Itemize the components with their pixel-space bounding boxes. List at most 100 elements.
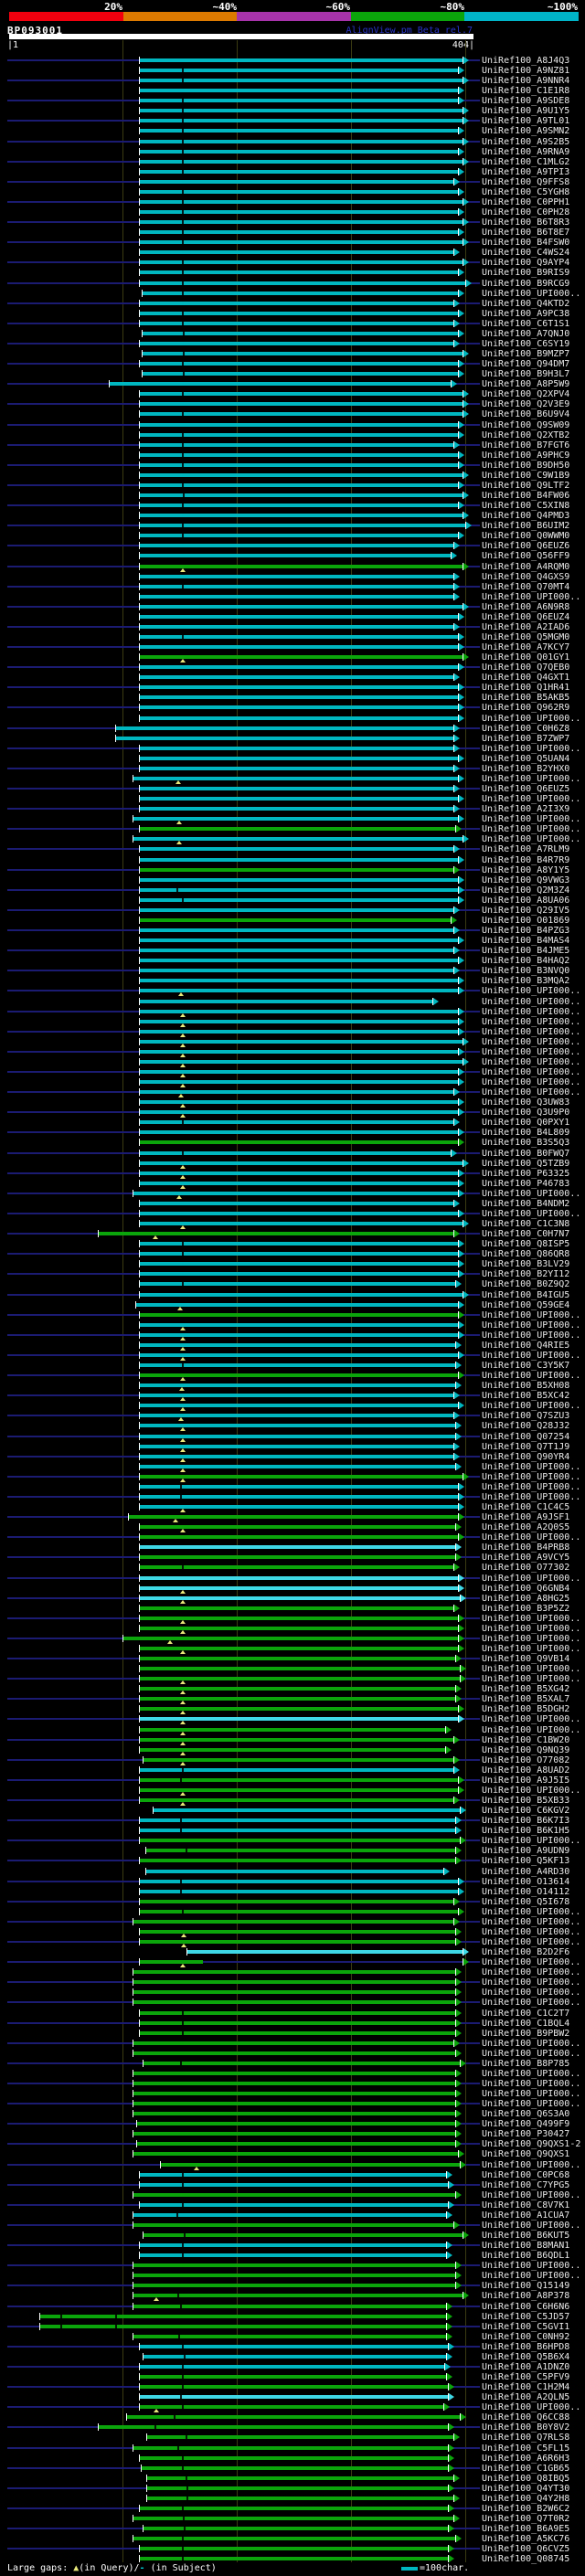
row-label: UniRef100_UPI000.. <box>482 1988 581 1998</box>
bar-start-tick <box>139 1827 140 1834</box>
arrowhead-edge <box>455 1978 456 1986</box>
alignment-bar <box>133 2284 456 2287</box>
bar-start-tick <box>139 1463 140 1470</box>
arrowhead-edge <box>453 1797 454 1804</box>
alignment-row: UniRef100_A8J4Q3 <box>0 55 585 66</box>
arrowhead-edge <box>453 1564 454 1571</box>
row-label: UniRef100_Q5MGM0 <box>482 632 570 642</box>
alignment-bar <box>140 2243 447 2247</box>
alignment-bar <box>140 1606 454 1610</box>
alignment-bar <box>140 220 463 224</box>
row-label: UniRef100_B9H3L7 <box>482 369 570 379</box>
alignment-bar <box>140 1182 459 1185</box>
row-label: UniRef100_B0Y8V2 <box>482 2422 570 2433</box>
bar-start-tick <box>139 300 140 307</box>
alignment-row: UniRef100_B2YHX0 <box>0 763 585 774</box>
row-label: UniRef100_Q6CC88 <box>482 2412 570 2422</box>
bar-start-tick <box>139 684 140 691</box>
alignment-row: UniRef100_C6H6N6 <box>0 2301 585 2312</box>
bar-start-tick <box>139 1888 140 1895</box>
alignment-row: UniRef100_UPI000.. <box>0 1663 585 1674</box>
alignment-row: UniRef100_B4MAS4 <box>0 935 585 946</box>
subject-gap-marker <box>176 888 178 892</box>
row-label: UniRef100_Q90YR4 <box>482 1452 570 1462</box>
alignment-bar <box>140 2557 449 2560</box>
row-label: UniRef100_B5XC42 <box>482 1391 570 1401</box>
arrowhead-edge <box>453 765 454 772</box>
alignment-bar <box>133 1980 456 1984</box>
bar-start-tick <box>139 876 140 884</box>
bar-start-tick <box>139 148 140 155</box>
arrowhead-edge <box>453 906 454 914</box>
arrowhead-icon <box>456 2070 462 2077</box>
alignment-bar <box>123 1637 459 1640</box>
bar-start-tick <box>139 1422 140 1429</box>
alignment-bar <box>140 1120 454 1124</box>
alignment-bar <box>143 372 459 376</box>
alignment-bar <box>40 2325 447 2328</box>
arrowhead-edge <box>458 421 459 429</box>
query-gap-icon <box>180 1023 186 1027</box>
app-title: AlignView.pm Beta rel.7 <box>346 26 473 36</box>
bar-start-tick <box>139 694 140 701</box>
arrowhead-edge <box>465 280 466 287</box>
bar-start-tick <box>139 1585 140 1592</box>
query-gap-icon <box>178 1417 184 1421</box>
alignment-bar <box>140 483 459 487</box>
row-label: UniRef100_A8J4Q3 <box>482 56 570 66</box>
scale-label-20pct: 20% <box>104 1 122 13</box>
alignment-row: UniRef100_Q7RLS8 <box>0 2432 585 2443</box>
query-gap-icon <box>179 1387 185 1391</box>
alignment-bar <box>140 969 454 972</box>
arrowhead-icon <box>459 633 464 641</box>
arrowhead-icon <box>454 1118 460 1126</box>
row-label: UniRef100_B4PRB8 <box>482 1542 570 1553</box>
alignment-bar <box>140 463 459 467</box>
bar-start-tick <box>142 290 143 297</box>
bar-start-tick <box>139 1352 140 1359</box>
alignment-row: UniRef100_B6KUT5 <box>0 2230 585 2241</box>
row-label: UniRef100_B8P785 <box>482 2059 570 2069</box>
arrowhead-edge <box>446 2252 447 2259</box>
row-label: UniRef100_UPI000.. <box>482 1492 581 1502</box>
row-label: UniRef100_B6UIM2 <box>482 521 570 531</box>
alignment-row: UniRef100_UPI000.. <box>0 713 585 724</box>
row-label: UniRef100_Q7QEB0 <box>482 663 570 673</box>
arrowhead-icon <box>454 593 460 600</box>
arrowhead-edge <box>453 178 454 186</box>
row-label: UniRef100_B2D2F6 <box>482 1947 570 1957</box>
arrowhead-icon <box>447 2323 452 2330</box>
alignment-row: UniRef100_UPI000.. <box>0 1997 585 2008</box>
arrowhead-edge <box>458 886 459 894</box>
subject-gap-marker <box>182 160 184 164</box>
arrowhead-edge <box>453 845 454 853</box>
alignment-row: UniRef100_Q86QR8 <box>0 1248 585 1259</box>
alignment-bar <box>140 473 463 477</box>
alignment-bar <box>140 1202 454 1205</box>
subject-gap-marker <box>182 260 184 264</box>
row-label: UniRef100_C1C4C5 <box>482 1502 570 1512</box>
alignment-row: UniRef100_UPI000.. <box>0 1461 585 1472</box>
ruler-start-label: |1 <box>7 40 19 50</box>
arrowhead-edge <box>453 1918 454 1925</box>
row-label: UniRef100_UPI000.. <box>482 1998 581 2008</box>
arrowhead-icon <box>454 1766 460 1774</box>
bar-start-tick <box>139 1210 140 1217</box>
row-label: UniRef100_UPI000.. <box>482 1786 581 1796</box>
row-label: UniRef100_Q6EUZ5 <box>482 784 570 794</box>
arrowhead-icon <box>459 663 464 671</box>
row-label: UniRef100_UPI000.. <box>482 1714 581 1724</box>
arrowhead-icon <box>463 1473 469 1480</box>
bar-start-tick <box>139 552 140 559</box>
arrowhead-icon <box>459 188 464 196</box>
bar-start-tick <box>146 2485 147 2492</box>
alignment-bar <box>140 1890 459 1893</box>
bar-start-tick <box>139 1008 140 1015</box>
query-gap-icon <box>178 992 184 996</box>
alignment-row: UniRef100_UPI000.. <box>0 2068 585 2079</box>
query-gap-icon <box>194 2167 199 2170</box>
alignment-row: UniRef100_UPI000.. <box>0 2088 585 2099</box>
alignment-bar <box>140 1525 456 1529</box>
arrowhead-icon <box>454 845 460 853</box>
alignment-row: UniRef100_UPI000.. <box>0 2189 585 2200</box>
